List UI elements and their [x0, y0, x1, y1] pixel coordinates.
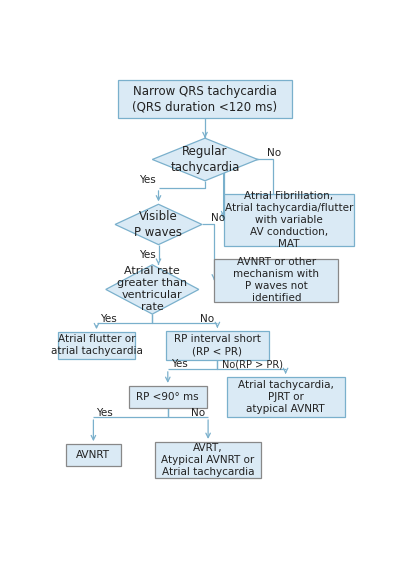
FancyBboxPatch shape: [118, 80, 292, 118]
Text: Yes: Yes: [139, 175, 155, 185]
Text: No: No: [267, 148, 281, 158]
Polygon shape: [115, 204, 202, 244]
Text: AVNRT: AVNRT: [76, 450, 110, 460]
Text: Atrial flutter or
atrial tachycardia: Atrial flutter or atrial tachycardia: [50, 335, 142, 356]
FancyBboxPatch shape: [227, 377, 344, 417]
Text: Yes: Yes: [100, 314, 116, 324]
FancyBboxPatch shape: [155, 442, 261, 478]
Text: Atrial rate
greater than
ventricular
rate: Atrial rate greater than ventricular rat…: [117, 267, 187, 313]
FancyBboxPatch shape: [58, 332, 135, 359]
Text: Visible
P waves: Visible P waves: [134, 210, 182, 239]
Text: AVNRT or other
mechanism with
P waves not
identified: AVNRT or other mechanism with P waves no…: [233, 257, 319, 303]
FancyBboxPatch shape: [66, 444, 121, 466]
Text: Regular
tachycardia: Regular tachycardia: [170, 146, 240, 173]
Polygon shape: [106, 265, 199, 314]
Text: Atrial tachycardia,
PJRT or
atypical AVNRT: Atrial tachycardia, PJRT or atypical AVN…: [238, 380, 334, 414]
Text: No(RP > PR): No(RP > PR): [222, 360, 282, 370]
Text: Yes: Yes: [139, 250, 155, 260]
Text: No: No: [200, 314, 214, 324]
FancyBboxPatch shape: [166, 331, 268, 360]
Text: Yes: Yes: [171, 360, 188, 370]
FancyBboxPatch shape: [224, 194, 354, 246]
Polygon shape: [152, 138, 258, 181]
Text: AVRT,
Atypical AVNRT or
Atrial tachycardia: AVRT, Atypical AVNRT or Atrial tachycard…: [162, 443, 255, 477]
FancyBboxPatch shape: [214, 259, 338, 301]
Text: RP <90° ms: RP <90° ms: [136, 392, 199, 402]
Text: No: No: [211, 213, 225, 223]
Text: No: No: [191, 407, 205, 418]
Text: RP interval short
(RP < PR): RP interval short (RP < PR): [174, 335, 261, 356]
Text: Narrow QRS tachycardia
(QRS duration <120 ms): Narrow QRS tachycardia (QRS duration <12…: [132, 85, 278, 113]
Text: Atrial Fibrillation,
Atrial tachycardia/flutter
with variable
AV conduction,
MAT: Atrial Fibrillation, Atrial tachycardia/…: [224, 191, 353, 249]
FancyBboxPatch shape: [129, 386, 206, 408]
Text: Yes: Yes: [96, 407, 113, 418]
